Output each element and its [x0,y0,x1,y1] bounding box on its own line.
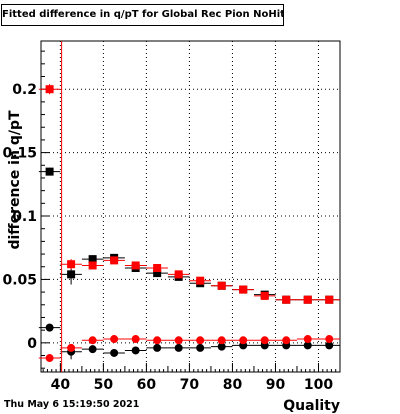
data-point [131,261,140,270]
chart-title: Fitted difference in q/pT for Global Rec… [1,4,284,26]
data-point [67,343,76,352]
data-point [88,345,97,354]
data-point [88,261,97,270]
data-point [110,335,119,344]
data-point [325,341,334,350]
data-point [45,323,54,332]
data-point [153,336,162,345]
data-point [153,343,162,352]
data-point [282,336,291,345]
data-point [303,295,312,304]
x-tick-label: 60 [137,377,157,393]
x-tick-label: 70 [180,377,200,393]
data-point [131,335,140,344]
data-point [153,264,162,273]
data-point [45,354,54,363]
data-point [45,167,54,176]
data-point [303,335,312,344]
y-tick-label: 0.1 [12,209,37,225]
data-point [131,346,140,355]
data-point [153,269,162,278]
data-point [45,85,54,94]
plot-frame [40,40,341,373]
x-axis-title: Quality [283,398,340,414]
x-tick-label: 40 [51,377,71,393]
series-3 [38,335,340,363]
data-point [88,336,97,345]
y-axis-title: difference in q/pT [7,110,23,249]
data-point [260,291,269,300]
data-point [196,343,205,352]
timestamp-footer: Thu May 6 15:19:50 2021 [4,399,140,410]
data-point [67,260,76,269]
data-point [196,336,205,345]
data-point [67,270,76,279]
data-point [217,281,226,290]
y-tick-label: 0.2 [12,82,37,98]
y-tick-labels: 0 0.05 0.1 0.15 0.2 [2,82,37,352]
y-tick-label: 0.05 [2,272,37,288]
data-point [303,341,312,350]
y-tick-label: 0.15 [2,146,37,162]
x-tick-label: 100 [304,377,333,393]
series-layer [38,41,340,372]
series-2 [38,323,340,360]
data-point [239,285,248,294]
y-tick-label: 0 [27,336,37,352]
data-point [325,295,334,304]
data-point [174,343,183,352]
data-point [217,336,226,345]
data-point [260,336,269,345]
x-tick-label: 80 [223,377,243,393]
x-tick-labels: 40 50 60 70 80 90 100 [51,377,334,393]
data-point [217,342,226,351]
axis-ticks [41,50,341,372]
x-tick-label: 50 [94,377,114,393]
data-point [174,270,183,279]
data-point [325,335,334,344]
data-point [174,336,183,345]
x-tick-label: 90 [266,377,286,393]
series-1 [38,84,340,304]
data-point [239,336,248,345]
data-point [196,276,205,285]
data-point [88,255,97,264]
data-point [282,295,291,304]
data-point [110,348,119,357]
data-point [110,256,119,265]
